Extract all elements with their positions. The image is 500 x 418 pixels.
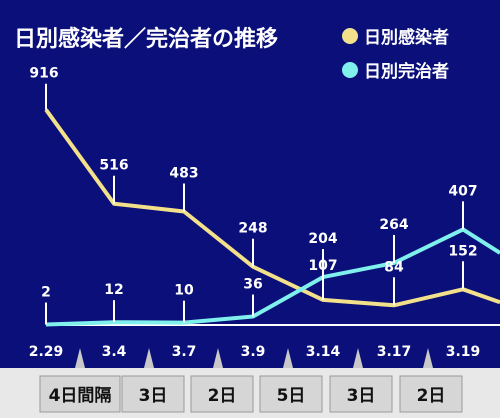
series-line-recovered (45, 227, 500, 327)
interval-box (190, 375, 254, 413)
interval-box (399, 375, 463, 413)
data-label-infected: 84 (384, 259, 404, 275)
interval-box (39, 375, 121, 413)
interval-label: 2日 (208, 386, 237, 406)
data-label-recovered: 407 (448, 183, 477, 199)
data-label-infected: 248 (238, 221, 267, 237)
x-tick-label: 3.17 (377, 344, 412, 360)
interval-marker (353, 348, 363, 368)
x-tick-label: 3.4 (102, 344, 127, 360)
legend-label-recovered: 日別完治者 (364, 61, 449, 82)
legend-marker-infected (342, 28, 358, 44)
interval-marker (144, 348, 154, 368)
chart-background (0, 0, 500, 368)
data-label-infected: 152 (448, 243, 477, 259)
interval-box (121, 375, 185, 413)
series-line-infected (44, 108, 500, 308)
data-label-recovered: 36 (243, 277, 262, 293)
data-label-infected: 916 (29, 66, 58, 82)
interval-box (329, 375, 393, 413)
interval-label: 4日間隔 (49, 386, 112, 406)
interval-marker (423, 348, 433, 368)
interval-marker (213, 348, 223, 368)
data-label-recovered: 2 (41, 285, 51, 301)
legend-label-infected: 日別感染者 (364, 27, 449, 48)
x-tick-label: 3.19 (446, 344, 481, 360)
interval-box (259, 375, 323, 413)
x-tick-label: 3.7 (172, 344, 197, 360)
interval-label: 5日 (277, 386, 306, 406)
legend: 日別感染者 日別完治者 (342, 27, 449, 82)
interval-label: 3日 (347, 386, 376, 406)
data-label-infected: 483 (169, 165, 198, 181)
data-label-infected: 516 (99, 158, 128, 174)
data-label-recovered: 264 (379, 217, 408, 233)
x-tick-label: 2.29 (29, 344, 64, 360)
chart-marks: 9165164832481078415221210362042644072.29… (29, 66, 500, 413)
interval-label: 2日 (417, 386, 446, 406)
interval-marker (75, 348, 85, 368)
data-label-recovered: 10 (174, 283, 194, 299)
data-label-recovered: 12 (104, 282, 123, 298)
chart-title: 日別感染者／完治者の推移 (14, 26, 278, 52)
legend-marker-recovered (342, 62, 358, 78)
interval-marker (283, 348, 293, 368)
x-tick-label: 3.14 (306, 344, 341, 360)
x-tick-label: 3.9 (241, 344, 266, 360)
data-label-recovered: 204 (308, 231, 337, 247)
interval-label: 3日 (139, 386, 168, 406)
